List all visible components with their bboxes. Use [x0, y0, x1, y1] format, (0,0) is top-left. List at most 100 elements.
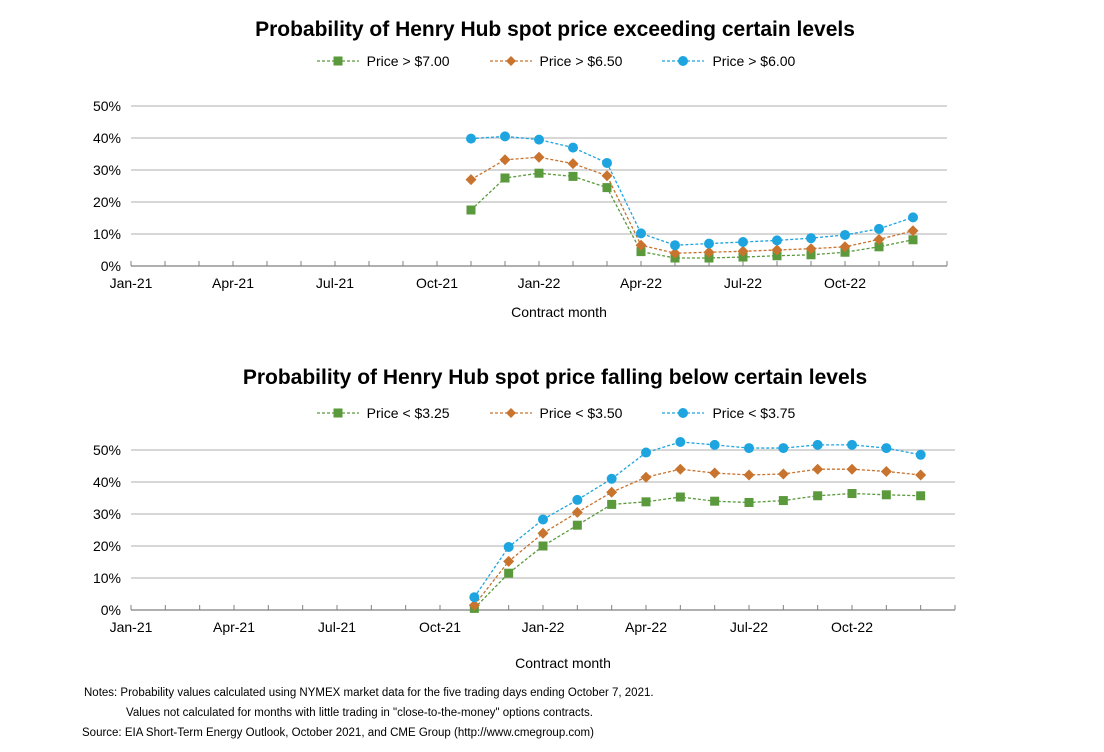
x-tick-label: Apr-22	[620, 275, 662, 291]
legend-swatch-square	[316, 56, 359, 66]
legend-label: Price < $3.50	[539, 405, 623, 421]
data-point	[812, 463, 824, 475]
legend-swatch-circle	[662, 408, 705, 418]
data-point	[466, 133, 476, 144]
legend-item: Price < $3.50	[488, 405, 623, 421]
data-point	[738, 237, 748, 247]
legend-swatch-diamond	[489, 56, 532, 66]
x-tick-label: Jan-22	[522, 619, 565, 635]
y-tick-label: 0%	[101, 258, 121, 274]
data-point	[805, 243, 817, 255]
series-line	[470, 135, 914, 246]
data-point	[503, 541, 514, 552]
series-line	[470, 172, 914, 259]
data-point	[847, 489, 857, 499]
y-tick-label: 50%	[93, 98, 121, 114]
x-tick-label: Jul-22	[730, 619, 768, 635]
data-point	[568, 171, 578, 181]
series-line	[473, 441, 921, 598]
data-point	[571, 506, 583, 518]
notes-line: Values not calculated for months with li…	[126, 707, 593, 719]
legend-swatch-circle	[662, 56, 705, 66]
data-point	[881, 490, 891, 500]
data-point	[602, 183, 612, 193]
data-point	[500, 173, 510, 183]
data-point	[635, 239, 647, 251]
data-point	[572, 520, 582, 530]
data-point	[874, 242, 884, 252]
data-point	[675, 437, 686, 447]
data-point	[537, 527, 549, 539]
data-point	[534, 168, 544, 178]
chart-title: Probability of Henry Hub spot price fall…	[242, 366, 868, 389]
x-tick-label: Jan-21	[110, 275, 153, 291]
legend-label: Price > $6.00	[712, 53, 796, 69]
data-point	[704, 253, 714, 263]
data-point	[469, 592, 480, 603]
data-point	[538, 541, 548, 551]
legend-item: Price > $7.00	[315, 53, 450, 69]
data-point	[915, 469, 927, 481]
data-point	[771, 244, 783, 256]
data-point	[601, 170, 613, 182]
data-point	[840, 229, 850, 240]
data-point	[806, 250, 816, 260]
data-point	[907, 225, 919, 237]
chart-title: Probability of Henry Hub spot price exce…	[255, 18, 855, 41]
data-point	[675, 492, 685, 502]
source-line: Source: EIA Short-Term Energy Outlook, O…	[82, 727, 594, 739]
y-tick-label: 10%	[93, 570, 121, 586]
data-point	[772, 235, 782, 246]
data-point	[670, 240, 680, 251]
data-point	[538, 514, 548, 525]
data-point	[607, 499, 617, 509]
data-point	[710, 496, 720, 506]
data-point	[499, 154, 511, 166]
data-point	[915, 449, 926, 460]
legend-label: Price < $3.25	[366, 405, 450, 421]
data-point	[669, 247, 681, 259]
y-tick-label: 50%	[93, 442, 121, 458]
data-point	[674, 463, 686, 475]
y-tick-label: 20%	[93, 538, 121, 554]
series-line	[473, 468, 921, 606]
data-point	[772, 251, 782, 261]
legend-item: Price < $3.25	[315, 405, 450, 421]
data-point	[916, 491, 926, 501]
data-point	[534, 134, 544, 145]
data-point	[839, 241, 851, 253]
x-tick-label: Apr-21	[213, 619, 255, 635]
data-point	[881, 443, 892, 454]
x-tick-label: Oct-21	[419, 619, 461, 635]
data-point	[813, 491, 823, 501]
legend-label: Price > $7.00	[366, 53, 450, 69]
data-point	[709, 467, 721, 479]
y-tick-label: 10%	[93, 226, 121, 242]
chart-panel-falling-below: Probability of Henry Hub spot price fall…	[0, 350, 1104, 680]
legend-swatch-diamond	[489, 408, 532, 418]
data-point	[567, 158, 579, 170]
data-point	[812, 439, 823, 450]
data-point	[500, 131, 510, 142]
x-tick-label: Jul-21	[318, 619, 356, 635]
x-tick-label: Jan-22	[518, 275, 561, 291]
data-point	[504, 568, 514, 578]
data-point	[847, 439, 857, 450]
data-point	[568, 142, 578, 153]
data-point	[880, 465, 892, 477]
y-tick-label: 40%	[93, 130, 121, 146]
data-point	[606, 473, 617, 484]
data-point	[873, 233, 885, 245]
x-tick-label: Jan-21	[110, 619, 153, 635]
data-point	[640, 471, 652, 483]
data-point	[503, 555, 515, 567]
x-tick-label: Oct-22	[831, 619, 873, 635]
chart-notes: Notes: Probability values calculated usi…	[82, 683, 654, 743]
data-point	[743, 469, 755, 481]
x-tick-label: Oct-21	[416, 275, 458, 291]
chart-legend: Price > $7.00 Price > $6.50 Price > $6.0…	[0, 53, 1104, 69]
data-point	[874, 223, 884, 234]
data-point	[465, 174, 477, 186]
data-point	[572, 494, 583, 505]
legend-swatch-square	[316, 408, 359, 418]
